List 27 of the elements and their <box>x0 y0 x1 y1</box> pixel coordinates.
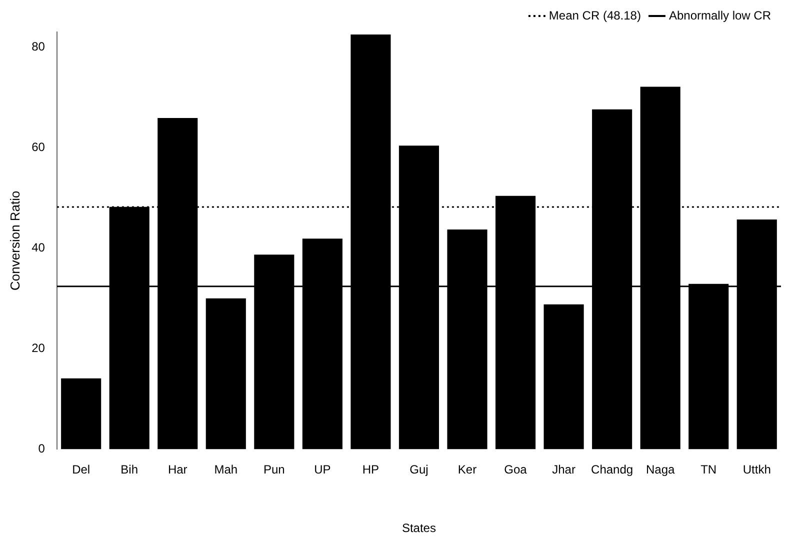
x-tick-label: Jhar <box>552 462 576 477</box>
bar <box>206 298 246 450</box>
x-tick-label: Chandg <box>591 462 634 477</box>
y-tick-label: 80 <box>32 39 46 54</box>
legend-label: Abnormally low CR <box>668 8 772 22</box>
x-tick-label: Guj <box>410 462 428 477</box>
x-tick-label: Del <box>72 462 90 477</box>
bar <box>61 378 102 450</box>
x-tick-label: UP <box>314 462 331 477</box>
x-tick-label: Naga <box>646 462 675 477</box>
y-tick-label: 20 <box>32 340 46 355</box>
x-tick-label: Mah <box>214 462 238 477</box>
x-axis-title: States <box>402 521 436 536</box>
y-tick-label: 60 <box>32 140 46 154</box>
y-tick-label: 0 <box>38 442 46 456</box>
x-tick-label: Uttkh <box>742 462 771 477</box>
x-tick-label: TN <box>700 462 717 477</box>
y-axis-title: Conversion Ratio <box>7 190 22 290</box>
x-tick-label: Goa <box>504 462 528 477</box>
y-tick-label: 40 <box>32 240 46 254</box>
x-tick-label: HP <box>362 462 380 477</box>
x-tick-label: Ker <box>458 462 477 477</box>
x-tick-label: Pun <box>263 462 285 477</box>
x-tick-label: Har <box>168 462 188 477</box>
legend-label: Mean CR (48.18) <box>548 8 641 22</box>
bar <box>544 304 584 450</box>
x-tick-label: Bih <box>120 462 138 477</box>
